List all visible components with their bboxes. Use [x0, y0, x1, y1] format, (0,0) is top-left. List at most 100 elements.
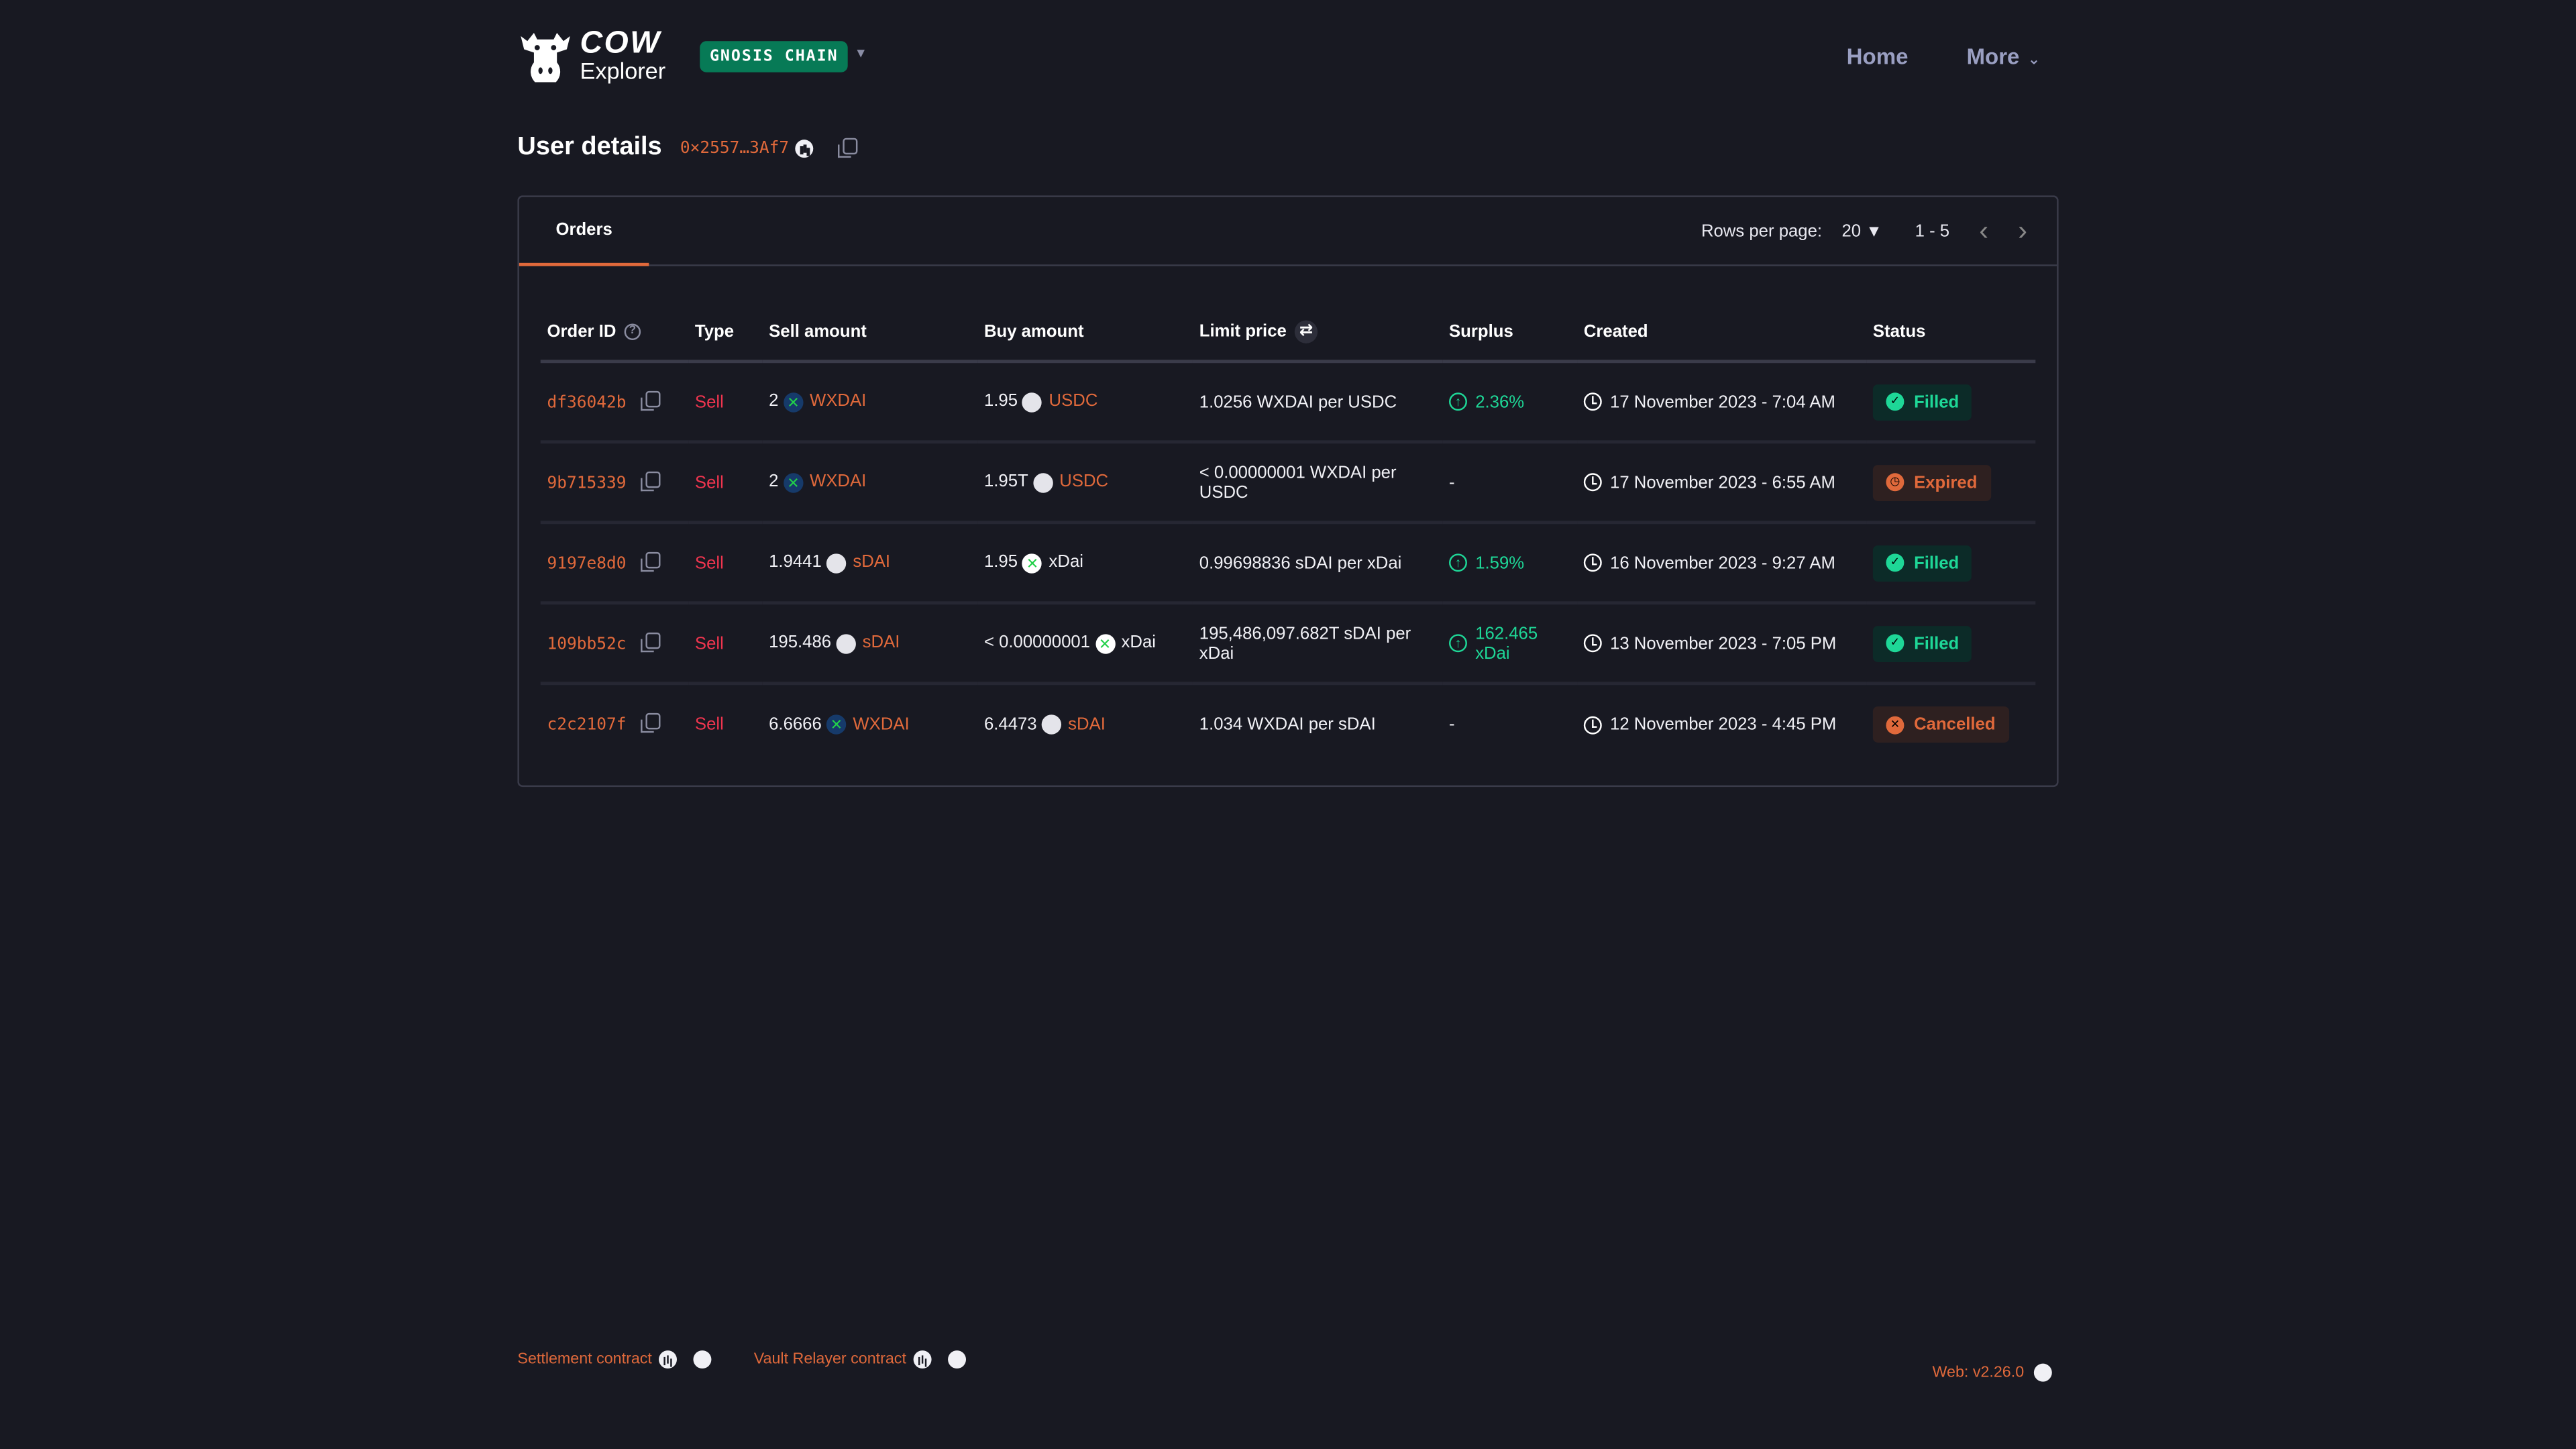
order-type: Sell: [694, 472, 724, 492]
tab-orders[interactable]: Orders: [519, 197, 649, 266]
cow-explorer-logo[interactable]: COW Explorer: [517, 28, 665, 83]
limit-price-cell: < 0.00000001 WXDAI per USDC: [1192, 441, 1443, 525]
buy-amount: < 0.00000001: [983, 633, 1090, 653]
status-label: Filled: [1914, 633, 1960, 653]
swap-icon[interactable]: ⇄: [1295, 319, 1318, 343]
token-icon: [1041, 714, 1062, 735]
surplus-value: -: [1449, 472, 1455, 492]
order-id-link[interactable]: c2c2107f: [547, 716, 627, 735]
sell-token-link[interactable]: WXDAI: [809, 391, 867, 412]
copy-icon[interactable]: [838, 137, 858, 157]
buy-token-link[interactable]: xDai: [1121, 633, 1156, 653]
token-icon: ✕: [1022, 553, 1042, 573]
version-link[interactable]: Web: v2.26.0: [1932, 1363, 2025, 1382]
token-icon: [836, 633, 856, 653]
order-id-cell: 9b715339: [540, 441, 689, 525]
copy-icon[interactable]: [641, 632, 661, 652]
col-status: Status: [1866, 302, 2036, 364]
nav-more-label: More: [1966, 44, 2020, 69]
type-cell: Sell: [688, 361, 763, 444]
github-icon[interactable]: [2033, 1363, 2052, 1382]
type-cell: Sell: [688, 684, 762, 764]
sell-amount: 195.486: [769, 633, 832, 653]
status-filled-icon: ✓: [1886, 392, 1904, 411]
chevron-right-icon[interactable]: ›: [2018, 215, 2028, 247]
order-id-link[interactable]: 9b715339: [547, 474, 627, 492]
token-icon: ✕: [783, 392, 804, 412]
copy-icon[interactable]: [641, 390, 661, 411]
rows-per-page-select[interactable]: 20 ▼: [1841, 222, 1882, 241]
limit-price-cell: 1.0256 WXDAI per USDC: [1192, 361, 1443, 444]
status-badge: ✕ Cancelled: [1872, 706, 2009, 743]
chevron-down-icon: ⌄: [2027, 50, 2041, 68]
nav-home[interactable]: Home: [1846, 44, 1909, 69]
created-date: 17 November 2023 - 6:55 AM: [1610, 472, 1835, 492]
buy-amount-cell: 1.95 USDC: [977, 361, 1193, 444]
order-type: Sell: [694, 714, 724, 735]
copy-icon[interactable]: [641, 471, 661, 491]
copy-icon[interactable]: [641, 551, 661, 572]
table-row: df36042b Sell 2 ✕ WXDAI 1.95 USDC 1.0256 WX…: [540, 361, 2036, 444]
surplus-cell: -: [1442, 684, 1577, 764]
limit-price: 1.0256 WXDAI per USDC: [1199, 392, 1397, 412]
page-range: 1 - 5: [1915, 221, 1950, 242]
network-selector[interactable]: GNOSIS CHAIN: [700, 41, 849, 72]
limit-price-cell: 0.99698836 sDAI per xDai: [1192, 522, 1443, 605]
github-icon[interactable]: [693, 1350, 712, 1369]
order-id-link[interactable]: df36042b: [547, 393, 627, 412]
buy-token-link[interactable]: xDai: [1049, 552, 1084, 573]
order-id-link[interactable]: 109bb52c: [547, 635, 627, 653]
cow-logo-icon: [521, 32, 570, 82]
status-filled-icon: ✓: [1886, 634, 1904, 653]
col-type: Type: [688, 302, 763, 364]
limit-price-cell: 195,486,097.682T sDAI per xDai: [1192, 602, 1443, 686]
header-label: Order ID: [547, 321, 616, 341]
status-cell: ✓ Filled: [1866, 361, 2036, 444]
limit-price-cell: 1.034 WXDAI per sDAI: [1193, 684, 1442, 764]
order-id-link[interactable]: 9197e8d0: [547, 554, 627, 573]
buy-token-link[interactable]: USDC: [1059, 472, 1109, 492]
sell-token-link[interactable]: sDAI: [862, 633, 900, 653]
col-surplus: Surplus: [1442, 302, 1578, 364]
limit-price: 195,486,097.682T sDAI per xDai: [1199, 623, 1411, 663]
buy-token-link[interactable]: sDAI: [1068, 714, 1106, 735]
nav-more[interactable]: More ⌄: [1966, 44, 2040, 74]
sell-token-link[interactable]: WXDAI: [809, 472, 867, 492]
sell-amount: 1.9441: [769, 552, 822, 573]
sell-amount-cell: 6.6666 ✕ WXDAI: [762, 684, 977, 764]
chevron-left-icon[interactable]: ‹: [1979, 215, 1989, 247]
token-icon: [826, 553, 847, 573]
buy-amount-cell: 1.95T USDC: [977, 441, 1193, 525]
table-header: Order ID? Type Sell amount Buy amount Li…: [540, 302, 2036, 364]
address-link[interactable]: 0×2557…3Af7: [680, 140, 790, 158]
settlement-contract-link[interactable]: Settlement contract: [517, 1350, 652, 1369]
limit-price: < 0.00000001 WXDAI per USDC: [1199, 462, 1397, 502]
created-cell: 17 November 2023 - 7:04 AM: [1577, 361, 1867, 444]
vault-relayer-contract-link[interactable]: Vault Relayer contract: [753, 1350, 906, 1369]
created-date: 13 November 2023 - 7:05 PM: [1610, 633, 1837, 653]
etherscan-icon[interactable]: [795, 140, 814, 158]
logo-title: COW: [580, 26, 661, 61]
sell-token-link[interactable]: WXDAI: [853, 714, 910, 735]
clock-icon: [1583, 473, 1602, 492]
user-address[interactable]: 0×2557…3Af7: [680, 137, 858, 158]
order-type: Sell: [694, 633, 724, 653]
order-id-cell: df36042b: [540, 361, 689, 444]
copy-icon[interactable]: [641, 713, 661, 733]
status-cell: ✓ Filled: [1866, 522, 2036, 605]
sell-token-link[interactable]: sDAI: [853, 552, 891, 573]
created-date: 12 November 2023 - 4:45 PM: [1610, 714, 1837, 735]
status-filled-icon: ✓: [1886, 553, 1904, 572]
table-row: 9197e8d0 Sell 1.9441 sDAI 1.95 ✕ xDai 0.996…: [540, 522, 2036, 605]
caret-down-icon[interactable]: ▼: [854, 46, 867, 61]
order-id-cell: c2c2107f: [541, 684, 688, 764]
caret-down-icon: ▼: [1866, 222, 1882, 241]
github-icon[interactable]: [947, 1350, 966, 1369]
buy-token-link[interactable]: USDC: [1049, 391, 1098, 412]
help-icon[interactable]: ?: [624, 323, 641, 340]
clock-icon: [1583, 392, 1602, 411]
table-row: 109bb52c Sell 195.486 sDAI < 0.00000001 ✕ x…: [540, 602, 2036, 686]
etherscan-icon[interactable]: [658, 1350, 677, 1369]
etherscan-icon[interactable]: [912, 1350, 931, 1369]
col-order-id: Order ID?: [540, 302, 689, 364]
